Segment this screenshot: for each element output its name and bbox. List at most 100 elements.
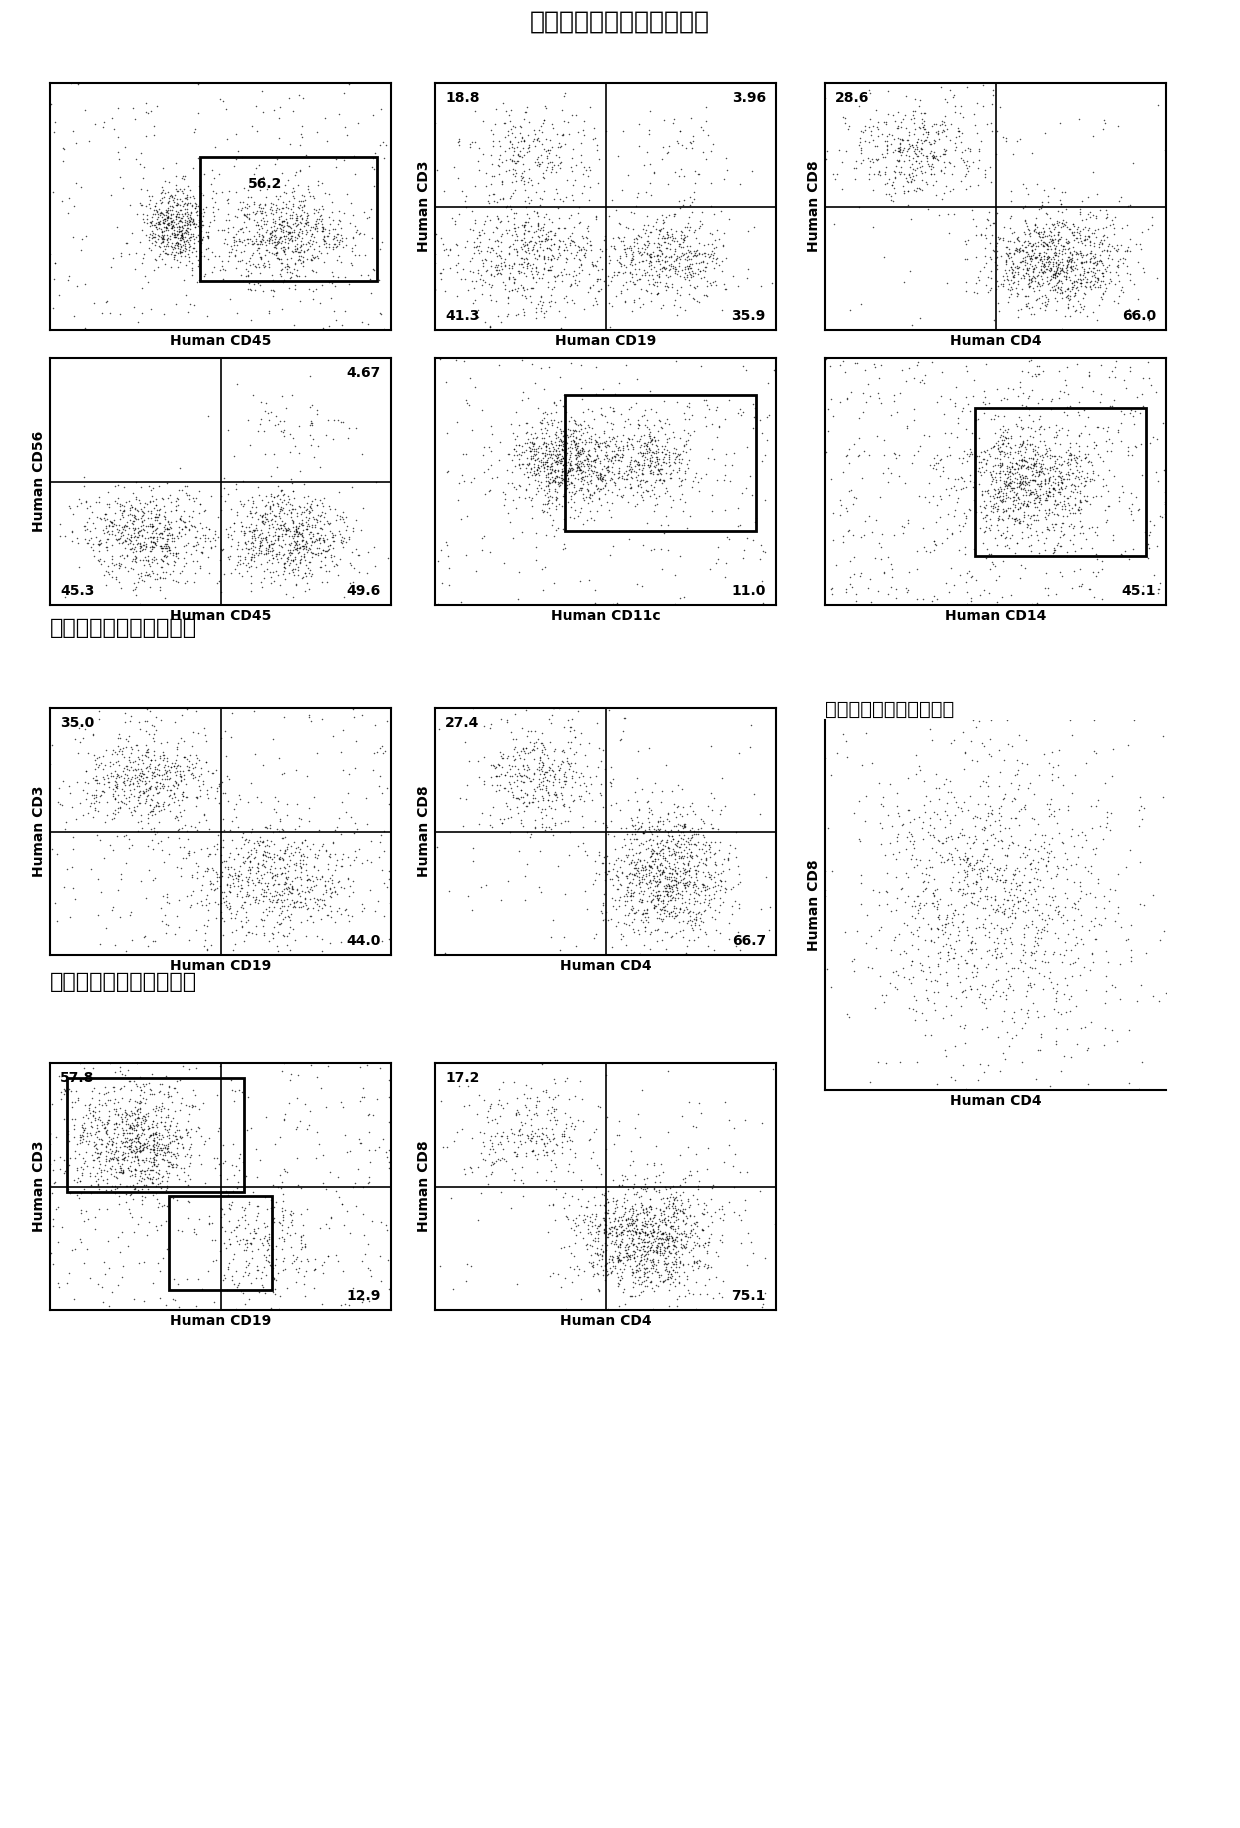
Point [253, 219, 273, 249]
Point [569, 784, 589, 813]
Point [322, 207, 342, 236]
Point [666, 1239, 686, 1269]
Point [110, 505, 130, 534]
Point [956, 159, 976, 188]
Point [627, 1199, 647, 1228]
Point [270, 899, 290, 929]
Point [289, 1254, 309, 1283]
Point [511, 775, 531, 804]
Point [244, 515, 264, 545]
Point [205, 188, 224, 218]
Point [191, 775, 211, 804]
Point [185, 234, 205, 263]
Point [439, 876, 459, 905]
Point [567, 441, 587, 470]
Point [224, 223, 244, 252]
Point [562, 477, 582, 506]
Point [212, 940, 232, 969]
Point [195, 932, 215, 962]
Point [293, 1232, 312, 1261]
Point [1003, 261, 1023, 291]
Point [686, 239, 706, 269]
Point [625, 850, 645, 879]
Point [134, 1119, 154, 1148]
Point [324, 722, 343, 751]
Point [759, 400, 779, 430]
Point [525, 452, 544, 481]
Point [1023, 258, 1043, 287]
Point [526, 1099, 546, 1128]
Point [1106, 258, 1126, 287]
Point [51, 1155, 71, 1185]
Point [642, 1247, 662, 1276]
Point [1035, 890, 1055, 919]
Point [197, 779, 217, 808]
Point [542, 409, 562, 439]
Point [164, 212, 184, 241]
Point [898, 505, 918, 534]
Point [273, 876, 293, 905]
Point [560, 228, 580, 258]
Point [1063, 459, 1083, 488]
Point [610, 1265, 630, 1294]
Point [258, 488, 278, 517]
Point [234, 828, 254, 857]
Point [729, 894, 749, 923]
Point [663, 854, 683, 883]
Point [606, 1227, 626, 1256]
Point [161, 201, 181, 230]
Point [663, 1172, 683, 1201]
Point [1012, 247, 1032, 276]
Point [293, 517, 312, 547]
Point [949, 408, 968, 437]
Point [128, 1095, 148, 1124]
Point [474, 742, 494, 771]
Point [254, 563, 274, 592]
Point [694, 402, 714, 431]
Point [222, 1066, 242, 1095]
Point [1017, 256, 1037, 285]
Point [993, 422, 1013, 452]
Point [303, 559, 322, 589]
Point [149, 806, 169, 835]
Point [704, 857, 724, 887]
Point [274, 232, 294, 261]
Point [1009, 472, 1029, 501]
Point [141, 1113, 161, 1142]
Point [693, 848, 713, 877]
Point [290, 201, 310, 230]
Point [130, 1095, 150, 1124]
Point [350, 1124, 370, 1153]
Point [567, 737, 587, 766]
Point [525, 731, 544, 760]
Point [253, 501, 273, 530]
Point [647, 444, 667, 473]
Point [269, 521, 289, 550]
Point [1037, 523, 1056, 552]
Point [182, 1091, 202, 1121]
Point [190, 172, 210, 201]
Point [548, 1259, 568, 1289]
Point [330, 501, 350, 530]
Point [265, 861, 285, 890]
Point [585, 1205, 605, 1234]
Point [594, 1203, 614, 1232]
Point [153, 1130, 172, 1159]
Point [534, 91, 554, 121]
Point [1021, 938, 1040, 967]
Point [93, 515, 113, 545]
Point [1097, 802, 1117, 832]
Point [1014, 462, 1034, 492]
Point [109, 737, 129, 766]
Point [960, 781, 980, 810]
Point [575, 236, 595, 265]
Point [1040, 477, 1060, 506]
Point [1037, 486, 1056, 515]
Point [1084, 157, 1104, 186]
Point [557, 448, 577, 477]
Point [527, 124, 547, 154]
Point [620, 260, 640, 289]
Point [211, 1194, 231, 1223]
Point [667, 810, 687, 839]
Point [125, 1155, 145, 1185]
